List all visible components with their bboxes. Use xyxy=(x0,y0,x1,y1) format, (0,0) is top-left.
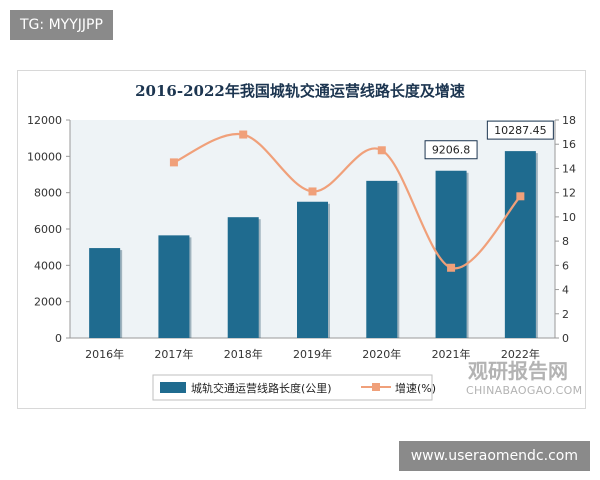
bar xyxy=(504,151,536,338)
y-left-tick-label: 12000 xyxy=(27,114,62,127)
y-right-tick-label: 2 xyxy=(562,308,569,321)
legend-label-bar: 城轨交通运营线路长度(公里) xyxy=(191,381,332,395)
chart-title: 2016-2022年我国城轨交通运营线路长度及增速 xyxy=(135,82,465,100)
y-right-tick-label: 6 xyxy=(562,259,569,272)
x-tick-label: 2018年 xyxy=(224,347,263,361)
x-tick-label: 2020年 xyxy=(362,347,401,361)
callout-box xyxy=(486,120,554,140)
legend: 城轨交通运营线路长度(公里) 增速(%) xyxy=(152,374,436,401)
bar xyxy=(158,235,190,338)
callouts: 9206.8 10287.45 xyxy=(424,120,554,160)
bar xyxy=(227,217,259,338)
y-right-tick-label: 4 xyxy=(562,284,569,297)
x-tick-label: 2016年 xyxy=(85,347,124,361)
growth-marker xyxy=(169,158,178,167)
callout-box xyxy=(424,140,478,160)
callout-label: 9206.8 xyxy=(432,144,471,157)
watermark-en: CHINABAOGAO.COM xyxy=(466,384,582,397)
y-right-tick-label: 10 xyxy=(562,211,576,224)
y-right-tick-label: 0 xyxy=(562,332,569,345)
bar xyxy=(435,170,467,338)
y-left-tick-label: 10000 xyxy=(27,150,62,163)
bar xyxy=(366,180,398,338)
y-right-tick-label: 8 xyxy=(562,235,569,248)
y-left-tick-label: 0 xyxy=(55,332,62,345)
bar xyxy=(89,248,121,338)
legend-swatch-marker xyxy=(372,383,380,391)
growth-marker xyxy=(239,130,248,139)
x-axis: 2016年 2017年 2018年 2019年 2020年 2021年 2022年 xyxy=(85,347,540,361)
y-left-tick-label: 2000 xyxy=(34,296,62,309)
x-tick-label: 2019年 xyxy=(293,347,332,361)
y-right-tick-label: 16 xyxy=(562,138,576,151)
bar xyxy=(297,201,328,338)
y-right-tick-label: 18 xyxy=(562,114,576,127)
callout-label: 10287.45 xyxy=(494,124,547,137)
y-axis-right: 0 2 4 6 8 10 12 14 16 18 xyxy=(555,114,576,345)
y-right-tick-label: 12 xyxy=(562,187,576,200)
growth-marker xyxy=(377,146,386,155)
legend-label-line: 增速(%) xyxy=(395,381,436,395)
growth-marker xyxy=(447,263,456,272)
bar-series xyxy=(89,151,538,338)
x-tick-label: 2021年 xyxy=(432,347,471,361)
y-axis-left: 0 2000 4000 6000 8000 10000 12000 xyxy=(27,114,70,345)
legend-swatch-bar xyxy=(160,382,186,393)
growth-marker xyxy=(308,187,317,196)
y-left-tick-label: 4000 xyxy=(34,259,62,272)
y-right-tick-label: 14 xyxy=(562,162,576,175)
y-left-tick-label: 6000 xyxy=(34,223,62,236)
bottom-tag: www.useraomendc.com xyxy=(398,441,590,471)
watermark-cn: 观研报告网 xyxy=(468,359,568,383)
x-tick-label: 2017年 xyxy=(154,347,193,361)
top-tag: TG: MYYJJPP xyxy=(10,10,113,40)
x-tick-label: 2022年 xyxy=(501,347,540,361)
watermark: 观研报告网 CHINABAOGAO.COM xyxy=(466,359,582,397)
growth-marker xyxy=(516,192,525,201)
line-series xyxy=(169,130,525,272)
y-left-tick-label: 8000 xyxy=(34,187,62,200)
